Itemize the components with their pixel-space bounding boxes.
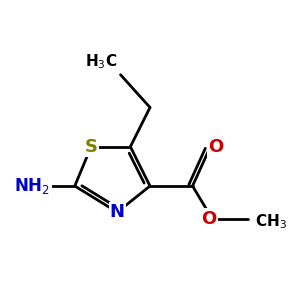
Text: N: N — [110, 203, 125, 221]
Text: NH$_2$: NH$_2$ — [14, 176, 50, 196]
Text: S: S — [85, 138, 98, 156]
Text: CH$_3$: CH$_3$ — [255, 213, 287, 231]
Text: O: O — [208, 138, 223, 156]
Text: H$_3$C: H$_3$C — [85, 53, 117, 71]
Text: O: O — [201, 210, 217, 228]
